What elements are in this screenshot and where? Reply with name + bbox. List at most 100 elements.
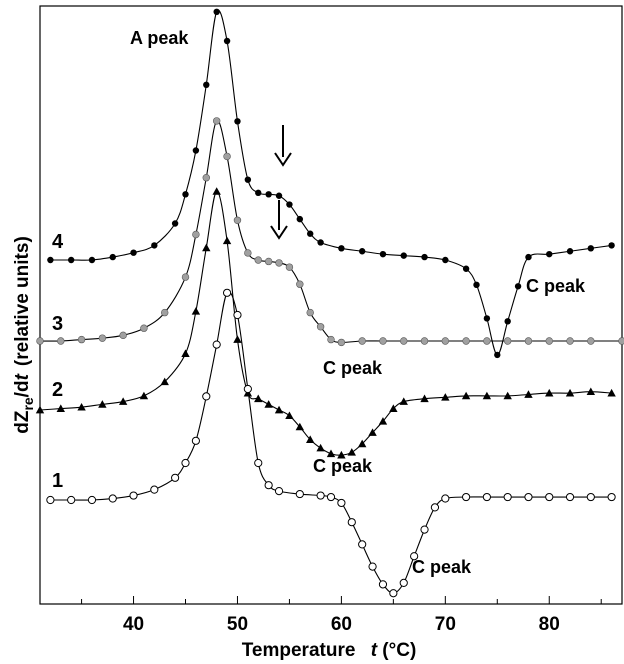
data-point (379, 337, 387, 345)
data-point (254, 458, 263, 468)
series-2: 2 (35, 187, 616, 459)
data-point (358, 540, 367, 549)
data-point (607, 492, 616, 502)
data-point (307, 230, 314, 237)
data-point (139, 391, 149, 400)
y-axis-label: dZre/dt(relative units) (12, 236, 36, 434)
series-label: 4 (52, 231, 64, 253)
data-point (358, 248, 366, 255)
data-point (212, 117, 221, 125)
data-point (274, 405, 284, 414)
x-tick-label: 80 (539, 614, 560, 635)
data-point (265, 191, 272, 198)
plot-frame (39, 5, 623, 605)
data-point (337, 498, 346, 508)
data-point (368, 428, 377, 436)
data-point (338, 245, 345, 252)
data-point (67, 495, 76, 505)
data-point (285, 263, 294, 271)
data-point (171, 220, 179, 227)
data-point (222, 288, 232, 297)
data-point (36, 337, 44, 345)
data-point (56, 404, 65, 412)
data-point (546, 250, 553, 258)
data-point (223, 152, 231, 161)
data-point (119, 331, 127, 340)
series-label: 1 (52, 470, 63, 492)
data-point (88, 256, 96, 264)
series-layer: 4 3 2 1 (35, 8, 624, 598)
data-point (306, 435, 315, 443)
data-point (494, 351, 501, 359)
data-point (223, 37, 231, 45)
data-point (514, 283, 522, 290)
data-point (264, 400, 273, 408)
data-point (503, 391, 512, 400)
data-point (586, 492, 595, 502)
c-peak-label: C peak (412, 557, 472, 577)
data-point (275, 192, 283, 199)
data-point (316, 443, 325, 452)
data-point (608, 242, 615, 249)
data-point (67, 256, 75, 264)
data-point (326, 449, 336, 458)
data-point (233, 216, 242, 225)
x-tick-label: 50 (227, 614, 248, 635)
c-peak-label: C peak (526, 276, 586, 296)
data-point (389, 589, 398, 598)
data-point (462, 265, 470, 272)
data-point (130, 249, 137, 256)
x-tick-label: 60 (331, 614, 352, 635)
data-point (181, 273, 190, 281)
data-point (421, 253, 428, 261)
x-axis-label: Temperature t (°C) (242, 640, 417, 661)
data-point (161, 308, 169, 317)
x-axis-ticks: 40 50 60 70 80 (81, 596, 602, 635)
data-point (545, 492, 554, 502)
data-point (327, 335, 335, 344)
data-point (337, 450, 346, 459)
series-label: 3 (52, 313, 63, 335)
data-point (316, 323, 325, 331)
data-point (222, 236, 232, 245)
data-point (129, 491, 138, 500)
data-point (203, 81, 210, 89)
data-point (192, 147, 200, 154)
arrow-head (270, 225, 288, 240)
data-point (202, 174, 210, 182)
data-point (618, 337, 624, 345)
data-point (233, 310, 242, 320)
data-point (441, 337, 450, 345)
arrow-annotations (270, 125, 292, 240)
data-point (182, 191, 189, 198)
data-point (98, 334, 107, 342)
arrow-head (274, 152, 292, 167)
data-point (482, 492, 491, 502)
series-line (39, 120, 622, 343)
data-point (285, 411, 294, 419)
data-point (473, 281, 480, 289)
series-line (39, 190, 612, 456)
series-label: 2 (52, 379, 63, 401)
data-point (379, 250, 387, 258)
data-point (461, 391, 471, 400)
data-point (192, 230, 200, 239)
data-point (400, 337, 408, 345)
plot-border (39, 5, 623, 605)
data-point (400, 252, 407, 259)
data-point (503, 492, 512, 502)
data-point (47, 256, 54, 264)
data-point (213, 8, 220, 15)
data-point (233, 335, 242, 343)
data-point (244, 249, 252, 257)
data-point (109, 253, 116, 261)
data-point (151, 242, 158, 249)
data-point (118, 397, 128, 405)
data-point (295, 422, 305, 431)
data-point (378, 417, 388, 425)
data-point (399, 578, 408, 587)
data-point (254, 394, 263, 403)
c-peak-label: C peak (313, 456, 373, 476)
data-point (326, 492, 336, 502)
